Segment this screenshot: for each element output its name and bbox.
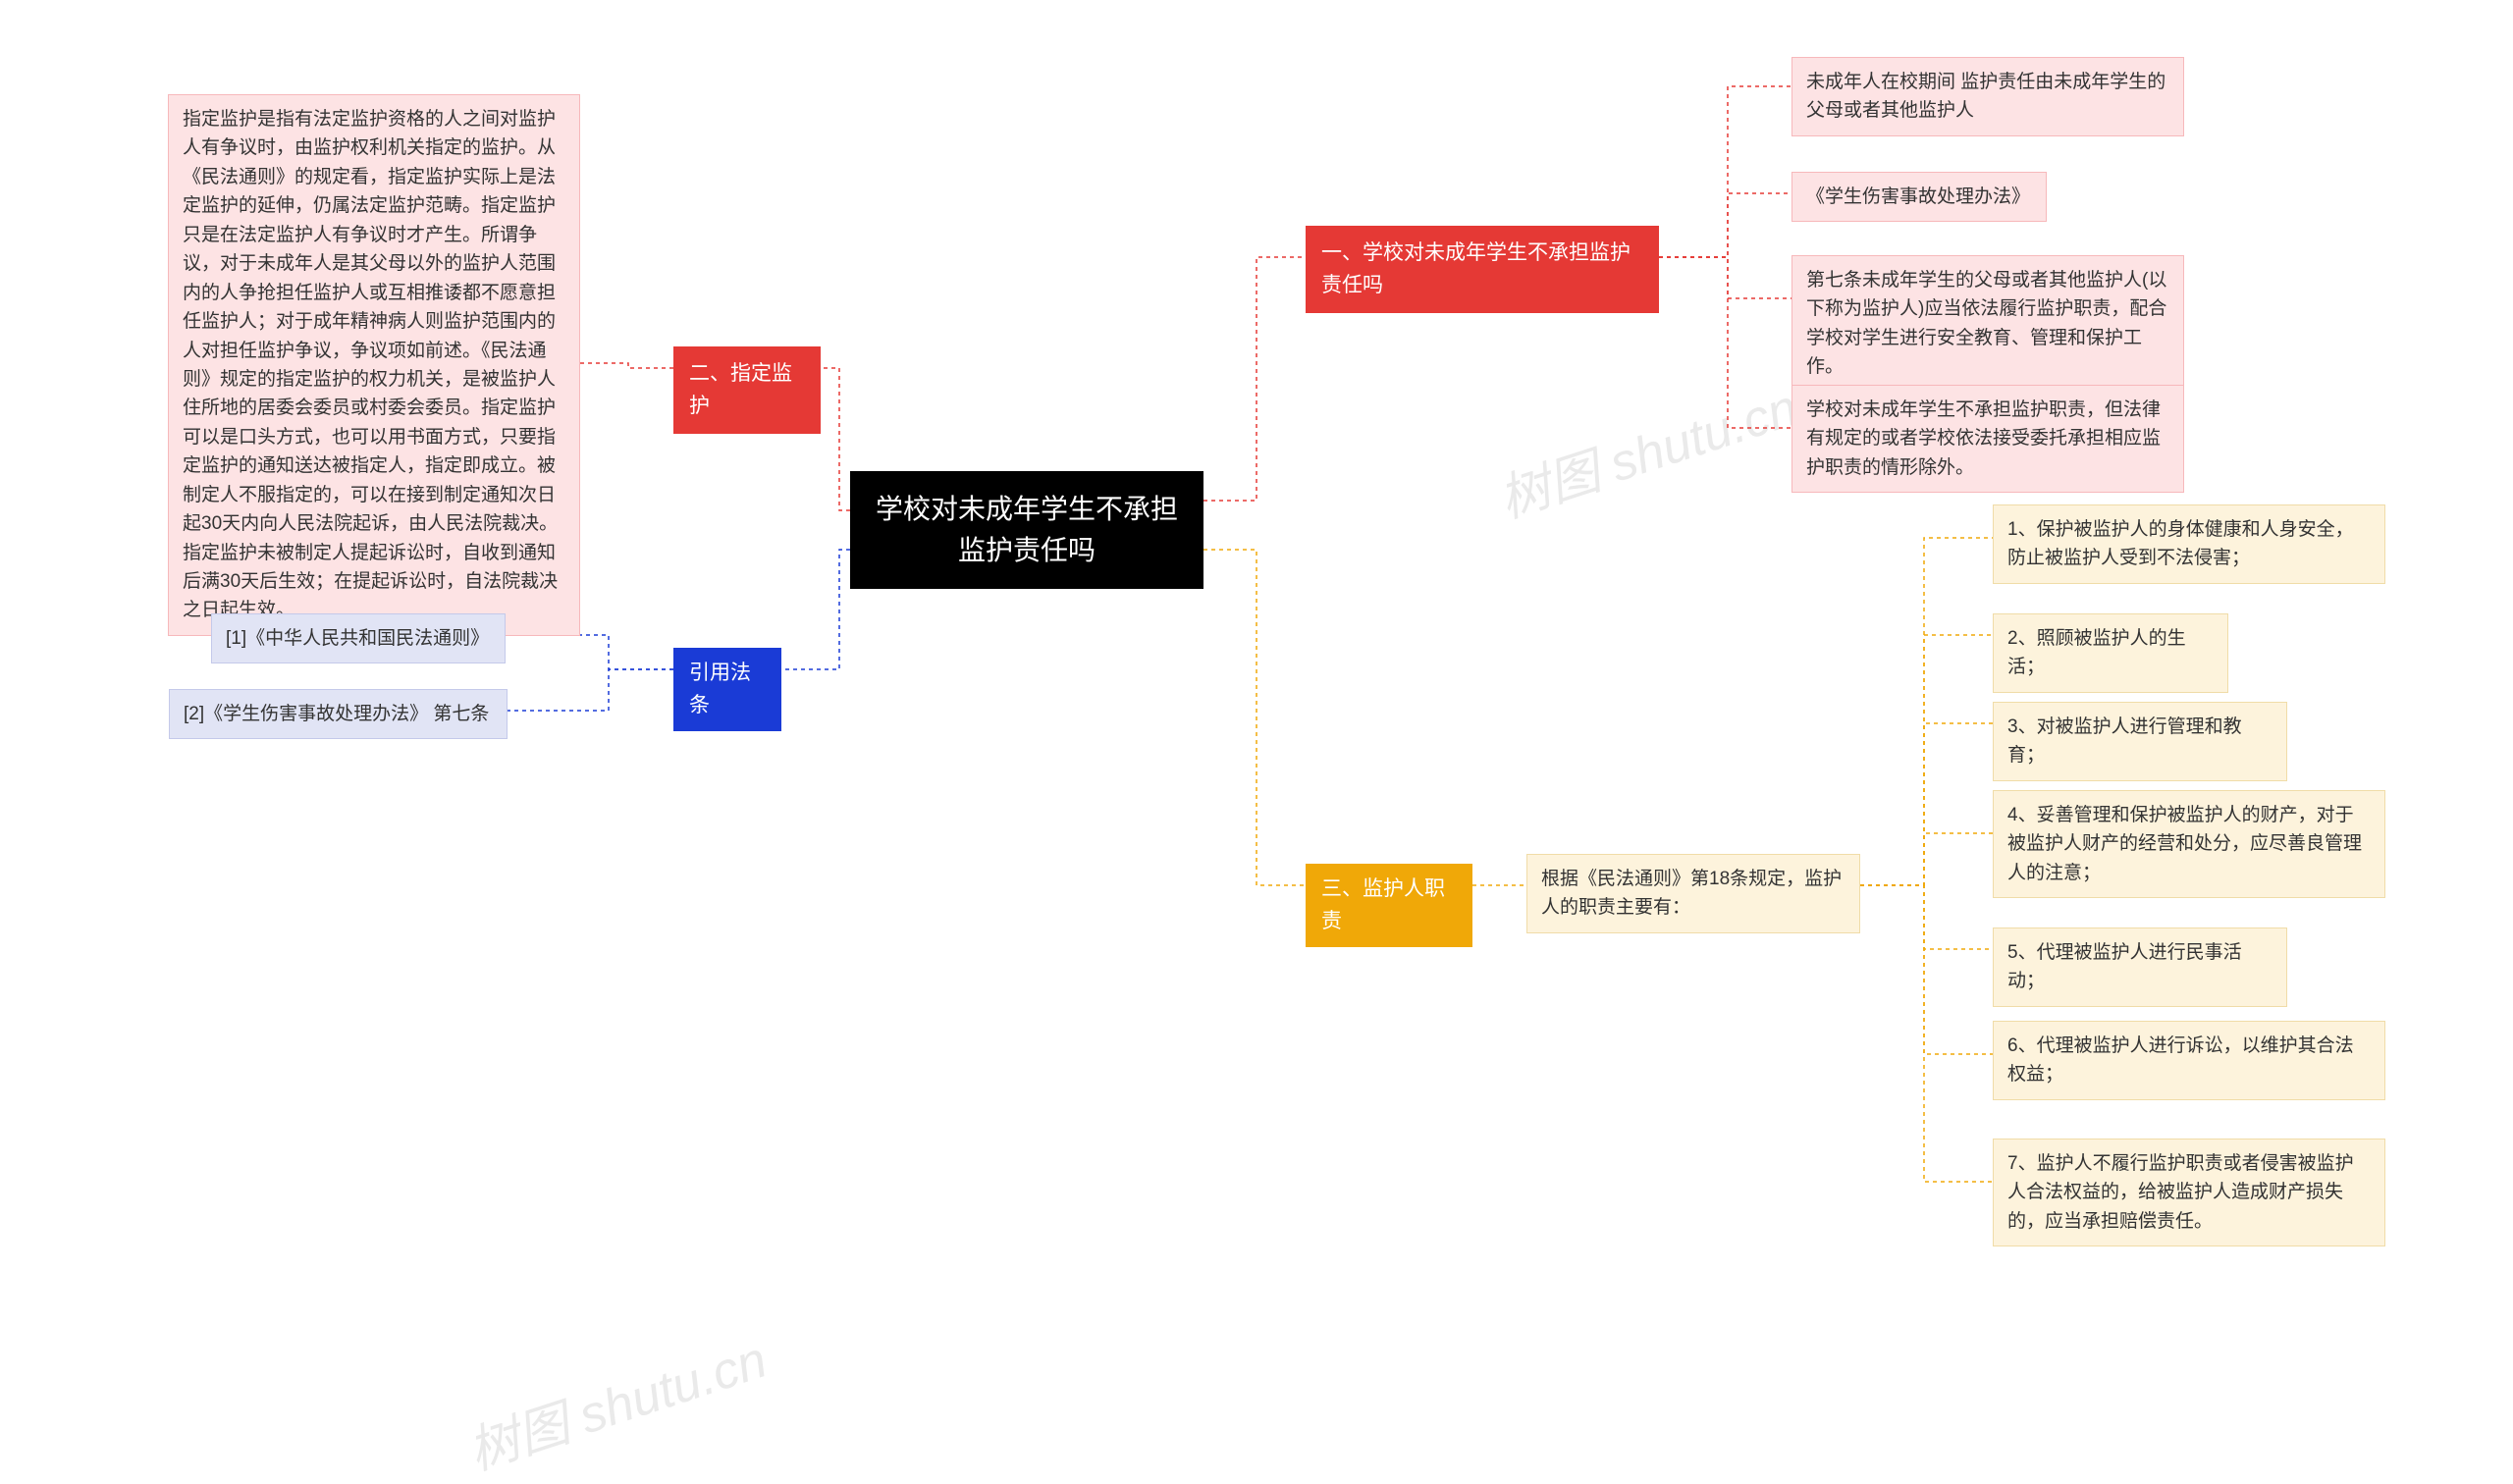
b4-child-1-text: 2、照顾被监护人的生活； <box>2007 628 2186 677</box>
b4-child-4-text: 5、代理被监护人进行民事活动； <box>2007 942 2242 991</box>
b4-child-0[interactable]: 1、保护被监护人的身体健康和人身安全，防止被监护人受到不法侵害； <box>1993 504 2385 584</box>
b4-intermediate[interactable]: 根据《民法通则》第18条规定，监护人的职责主要有： <box>1526 854 1860 933</box>
watermark: 树图 shutu.cn <box>457 1318 775 1484</box>
branch-4-label: 三、监护人职责 <box>1321 877 1445 932</box>
b3-child-1[interactable]: [2]《学生伤害事故处理办法》 第七条 <box>169 689 508 739</box>
branch-3[interactable]: 引用法条 <box>673 648 781 731</box>
branch-2-label: 二、指定监护 <box>689 362 792 417</box>
b4-child-3[interactable]: 4、妥善管理和保护被监护人的财产，对于被监护人财产的经营和处分，应尽善良管理人的… <box>1993 790 2385 898</box>
branch-2[interactable]: 二、指定监护 <box>673 346 821 434</box>
b1-child-2-text: 第七条未成年学生的父母或者其他监护人(以下称为监护人)应当依法履行监护职责，配合… <box>1806 270 2166 377</box>
center-label: 学校对未成年学生不承担 监护责任吗 <box>876 494 1178 565</box>
b4-child-0-text: 1、保护被监护人的身体健康和人身安全，防止被监护人受到不法侵害； <box>2007 519 2354 568</box>
branch-1-label: 一、学校对未成年学生不承担监护责任吗 <box>1321 241 1631 296</box>
b1-child-0[interactable]: 未成年人在校期间 监护责任由未成年学生的父母或者其他监护人 <box>1791 57 2184 136</box>
b4-child-5-text: 6、代理被监护人进行诉讼，以维护其合法权益； <box>2007 1035 2354 1085</box>
b4-child-2[interactable]: 3、对被监护人进行管理和教育； <box>1993 702 2287 781</box>
b3-child-1-text: [2]《学生伤害事故处理办法》 第七条 <box>184 704 489 724</box>
b4-child-4[interactable]: 5、代理被监护人进行民事活动； <box>1993 928 2287 1007</box>
b4-child-6-text: 7、监护人不履行监护职责或者侵害被监护人合法权益的，给被监护人造成财产损失的，应… <box>2007 1153 2354 1232</box>
branch-3-label: 引用法条 <box>689 662 751 716</box>
b1-child-1-text: 《学生伤害事故处理办法》 <box>1806 186 2030 207</box>
branch-1[interactable]: 一、学校对未成年学生不承担监护责任吗 <box>1306 226 1659 313</box>
b4-child-1[interactable]: 2、照顾被监护人的生活； <box>1993 613 2228 693</box>
b2-child-0-text: 指定监护是指有法定监护资格的人之间对监护人有争议时，由监护权利机关指定的监护。从… <box>183 109 558 620</box>
branch-4[interactable]: 三、监护人职责 <box>1306 864 1472 947</box>
b1-child-2[interactable]: 第七条未成年学生的父母或者其他监护人(以下称为监护人)应当依法履行监护职责，配合… <box>1791 255 2184 393</box>
b1-child-0-text: 未成年人在校期间 监护责任由未成年学生的父母或者其他监护人 <box>1806 72 2165 121</box>
b3-child-0-text: [1]《中华人民共和国民法通则》 <box>226 628 489 649</box>
b1-child-1[interactable]: 《学生伤害事故处理办法》 <box>1791 172 2047 222</box>
center-topic[interactable]: 学校对未成年学生不承担 监护责任吗 <box>850 471 1203 589</box>
b1-child-3-text: 学校对未成年学生不承担监护职责，但法律有规定的或者学校依法接受委托承担相应监护职… <box>1806 399 2161 478</box>
b2-child-0[interactable]: 指定监护是指有法定监护资格的人之间对监护人有争议时，由监护权利机关指定的监护。从… <box>168 94 580 636</box>
b4-child-3-text: 4、妥善管理和保护被监护人的财产，对于被监护人财产的经营和处分，应尽善良管理人的… <box>2007 805 2362 883</box>
b4-intermediate-text: 根据《民法通则》第18条规定，监护人的职责主要有： <box>1541 869 1842 918</box>
b1-child-3[interactable]: 学校对未成年学生不承担监护职责，但法律有规定的或者学校依法接受委托承担相应监护职… <box>1791 385 2184 493</box>
b4-child-5[interactable]: 6、代理被监护人进行诉讼，以维护其合法权益； <box>1993 1021 2385 1100</box>
b3-child-0[interactable]: [1]《中华人民共和国民法通则》 <box>211 613 506 663</box>
watermark: 树图 shutu.cn <box>1488 366 1805 532</box>
b4-child-6[interactable]: 7、监护人不履行监护职责或者侵害被监护人合法权益的，给被监护人造成财产损失的，应… <box>1993 1139 2385 1246</box>
b4-child-2-text: 3、对被监护人进行管理和教育； <box>2007 716 2242 766</box>
